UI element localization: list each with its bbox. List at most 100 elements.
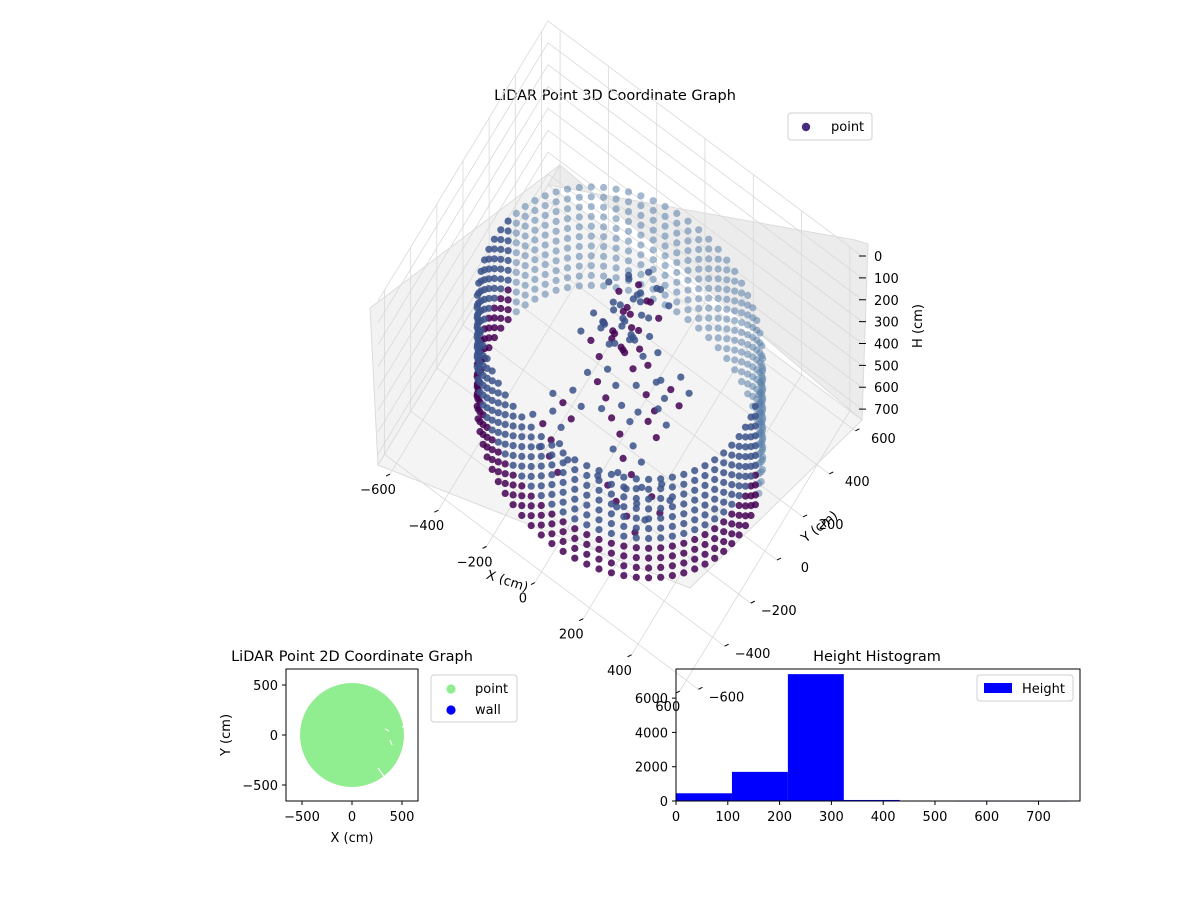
- data-point-3d: [705, 324, 713, 332]
- data-point-3d: [645, 525, 653, 533]
- data-point-3d: [521, 212, 529, 220]
- data-point-3d: [635, 326, 643, 335]
- data-point-3d: [691, 565, 699, 573]
- data-point-3d: [512, 259, 520, 267]
- pane-back: [547, 164, 869, 422]
- data-point-3d: [518, 482, 526, 490]
- data-point-3d: [607, 480, 616, 488]
- data-point-3d: [541, 192, 549, 200]
- data-point-3d: [547, 436, 555, 444]
- legend-histogram: Height: [976, 674, 1074, 702]
- data-point-3d: [490, 324, 498, 332]
- data-point-3d: [509, 491, 517, 499]
- data-point-3d: [497, 245, 505, 253]
- x-tick-label-2d: 0: [348, 810, 356, 825]
- data-point-3d: [701, 462, 709, 470]
- data-point-3d: [490, 274, 498, 283]
- data-point-3d: [509, 442, 517, 450]
- data-point-3d: [632, 381, 640, 389]
- grid-3d: [377, 20, 863, 692]
- data-point-3d: [509, 422, 517, 430]
- legend-2d-marker-point: [446, 684, 456, 694]
- data-point-3d: [559, 508, 567, 516]
- data-point-3d: [649, 236, 657, 244]
- data-point-3d: [490, 255, 498, 263]
- data-point-3d: [537, 433, 545, 441]
- data-point-3d: [620, 473, 628, 481]
- data-point-3d: [632, 475, 640, 483]
- grid-line-y: [384, 453, 699, 690]
- data-point-3d: [673, 298, 681, 306]
- data-point-3d: [620, 503, 628, 511]
- data-point-3d: [632, 544, 640, 552]
- data-point-3d: [488, 465, 496, 473]
- data-point-3d: [741, 472, 750, 480]
- data-point-3d: [583, 521, 591, 529]
- data-point-3d: [667, 386, 675, 394]
- data-point-3d: [607, 510, 616, 518]
- data-point-3d: [645, 495, 653, 503]
- y-tick-3d: [802, 514, 808, 518]
- data-point-3d: [539, 420, 547, 428]
- data-point-3d: [497, 285, 505, 293]
- data-point-3d: [749, 304, 757, 312]
- data-point-3d: [649, 256, 657, 264]
- data-point-3d: [665, 302, 673, 310]
- data-point-3d: [595, 535, 603, 544]
- data-point-3d: [552, 276, 560, 285]
- ticks-2d: −500 0 500 500 0 −500: [242, 679, 414, 825]
- data-point-3d: [518, 472, 526, 480]
- data-point-3d: [541, 251, 549, 259]
- data-point-3d: [559, 518, 567, 526]
- data-point-3d: [583, 471, 591, 480]
- data-point-3d: [474, 316, 482, 324]
- data-point-3d: [728, 441, 736, 449]
- data-point-3d: [537, 472, 545, 480]
- data-point-3d: [701, 511, 709, 519]
- data-point-3d: [518, 511, 526, 520]
- data-point-3d: [504, 256, 512, 265]
- data-point-3d: [575, 262, 583, 270]
- data-point-3d: [537, 442, 545, 450]
- data-point-3d: [741, 443, 750, 451]
- y-tick-label-3d: 600: [871, 432, 896, 447]
- data-point-3d: [612, 244, 620, 252]
- chart-histogram: Height Histogram 0 100 200 300 400 500 600 7000…: [635, 649, 1081, 825]
- data-point-3d: [714, 294, 722, 303]
- y-tick-label-histogram: 0: [660, 795, 668, 810]
- grid-line-y: [410, 410, 725, 647]
- data-point-3d: [751, 402, 760, 410]
- data-point-3d: [504, 276, 512, 284]
- data-point-3d: [494, 438, 502, 446]
- data-point-3d: [583, 501, 591, 509]
- data-point-3d: [629, 333, 637, 341]
- data-point-3d: [654, 349, 662, 357]
- y-tick-label-histogram: 4000: [635, 726, 668, 741]
- data-point-3d: [637, 231, 645, 239]
- data-point-3d: [555, 440, 564, 448]
- data-point-3d: [600, 183, 608, 192]
- data-point-3d: [711, 515, 719, 523]
- data-point-3d: [537, 531, 545, 539]
- data-point-3d: [587, 183, 595, 191]
- data-point-3d: [684, 227, 692, 235]
- data-point-3d: [575, 193, 583, 201]
- data-point-3d: [738, 319, 746, 327]
- data-point-3d: [714, 265, 722, 273]
- data-point-3d: [695, 226, 703, 234]
- plot-frame-histogram: [675, 668, 1081, 802]
- data-point-3d: [537, 452, 545, 460]
- data-point-3d: [632, 514, 640, 522]
- data-point-3d: [705, 275, 713, 283]
- data-point-3d: [747, 511, 755, 520]
- data-point-3d: [501, 401, 509, 409]
- z-tick-label-3d: 500: [874, 359, 899, 374]
- data-point-3d: [680, 480, 688, 488]
- data-point-3d: [497, 265, 505, 273]
- x-tick-3d: [385, 473, 391, 477]
- data-point-3d: [563, 244, 572, 252]
- data-point-3d: [619, 307, 627, 316]
- data-point-3d: [657, 514, 665, 522]
- z-tick-label-3d: 300: [874, 316, 899, 331]
- data-point-3d: [731, 267, 739, 275]
